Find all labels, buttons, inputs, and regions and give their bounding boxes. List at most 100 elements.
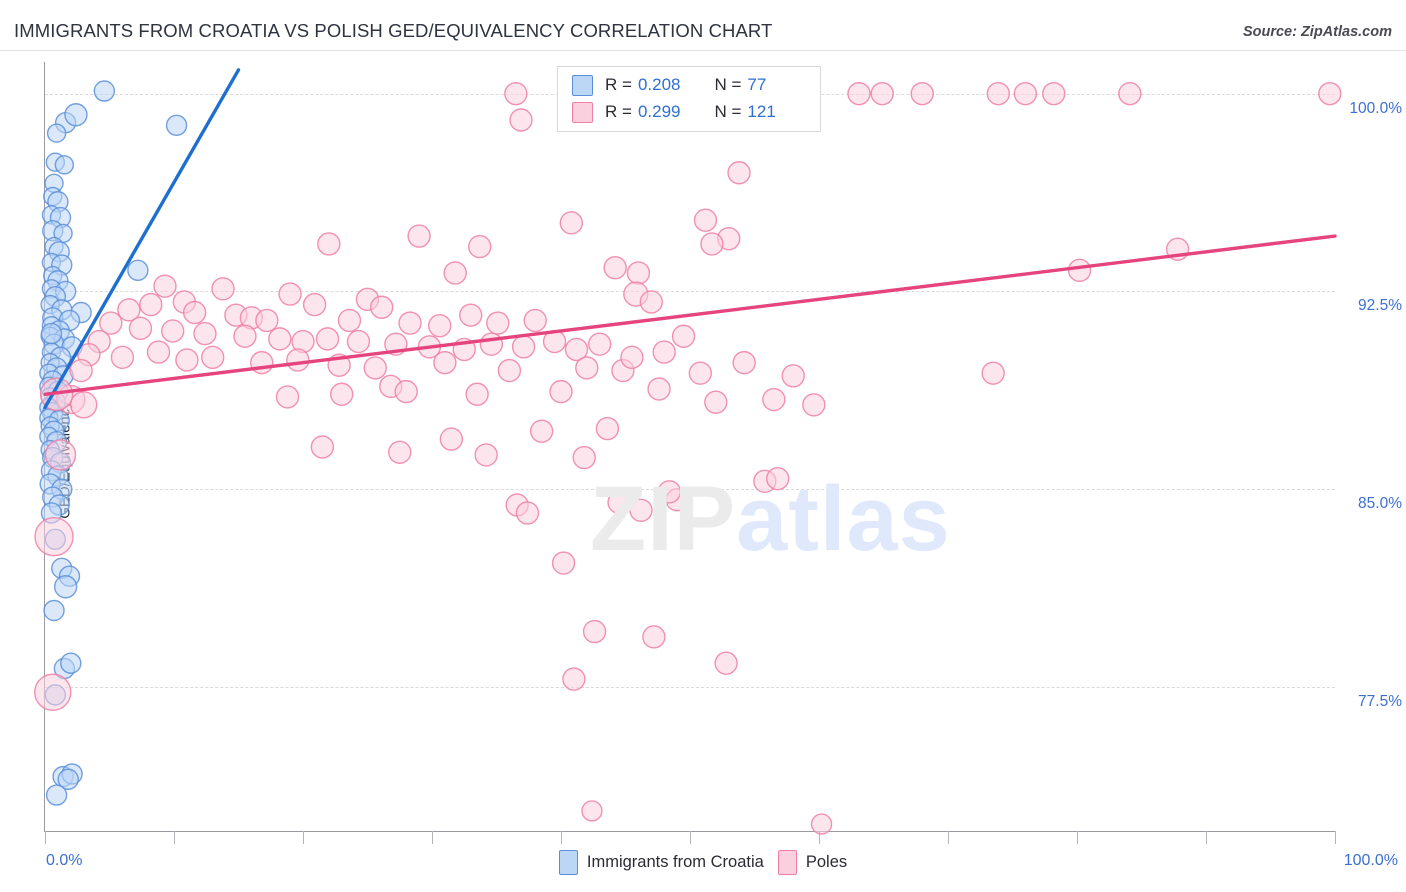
data-point (127, 259, 149, 282)
x-tick (819, 831, 820, 844)
gridline (45, 489, 1335, 491)
legend-swatch-blue (572, 74, 593, 96)
data-point (278, 282, 302, 306)
x-tick (690, 831, 691, 844)
legend-n-value-pink: 121 (747, 102, 776, 121)
data-point (870, 81, 894, 106)
data-point (575, 356, 599, 380)
data-point (595, 416, 620, 441)
data-point (43, 599, 65, 622)
data-point (581, 800, 603, 822)
data-point (910, 81, 934, 106)
data-point (165, 114, 188, 136)
series-swatch-poles (777, 850, 797, 875)
series-legend-item-poles[interactable]: Poles (777, 850, 847, 875)
data-point (193, 321, 217, 346)
data-point (369, 295, 394, 319)
x-tick (1077, 831, 1078, 844)
data-point (315, 327, 340, 351)
data-point (523, 308, 547, 333)
data-point (211, 277, 235, 301)
data-point (486, 311, 510, 335)
data-point (268, 327, 292, 351)
data-point (474, 443, 498, 467)
data-point (781, 364, 805, 388)
data-point (1318, 81, 1342, 106)
data-point (1042, 81, 1066, 106)
data-point (139, 292, 163, 317)
y-tick-label: 85.0% (1358, 495, 1402, 513)
data-point (330, 382, 354, 406)
data-point (443, 261, 467, 285)
gridline (45, 291, 1335, 293)
data-point (182, 300, 207, 325)
x-tick (948, 831, 949, 844)
data-point (603, 255, 627, 280)
data-point (562, 667, 586, 691)
y-tick-label: 92.5% (1358, 297, 1402, 315)
legend-swatch-pink (572, 101, 593, 123)
data-point (34, 516, 74, 557)
y-tick-label: 77.5% (1358, 692, 1402, 710)
data-point (564, 337, 589, 362)
data-point (34, 673, 72, 711)
series-legend: Immigrants from Croatia Poles (0, 850, 1406, 875)
x-tick (45, 831, 46, 844)
trend-line (43, 234, 1337, 396)
data-point (626, 261, 651, 285)
data-point (117, 298, 141, 322)
series-poles (34, 81, 1342, 835)
correlation-legend: R = 0.208 N = 77 R = 0.299 N = 121 (557, 66, 821, 132)
x-tick (303, 831, 304, 844)
data-point (459, 303, 483, 327)
data-point (642, 625, 666, 649)
data-point (1118, 81, 1142, 106)
page-title: IMMIGRANTS FROM CROATIA VS POLISH GED/EQ… (14, 20, 773, 41)
data-point (671, 324, 696, 348)
data-point (607, 490, 631, 515)
data-point (762, 387, 786, 412)
data-point (559, 211, 584, 235)
plot-area: ZIPatlas (34, 62, 1342, 835)
y-axis-title-wrapper: GED/Equivalency (8, 380, 73, 540)
data-point (310, 435, 335, 459)
series-label-croatia: Immigrants from Croatia (586, 853, 764, 871)
x-tick (1335, 831, 1336, 844)
data-point (433, 350, 457, 375)
data-point (337, 308, 362, 333)
x-tick (174, 831, 175, 844)
y-tick-label: 100.0% (1349, 99, 1402, 117)
data-point (45, 784, 68, 806)
data-point (572, 445, 596, 470)
legend-r-label-pink: R = (605, 102, 632, 121)
data-point (1013, 81, 1038, 106)
data-point (465, 382, 489, 406)
data-point (394, 379, 418, 404)
data-point (582, 619, 607, 644)
data-point (200, 345, 225, 370)
data-point (549, 379, 573, 404)
data-point (161, 319, 185, 343)
data-point (233, 324, 257, 348)
data-point (1067, 258, 1092, 283)
data-point (986, 81, 1011, 106)
data-point (302, 292, 327, 317)
scatter-layer (34, 68, 1342, 835)
x-tick (561, 831, 562, 844)
data-point (652, 340, 676, 364)
data-point (802, 393, 826, 417)
data-point (407, 224, 431, 248)
data-point (439, 427, 464, 451)
data-point (981, 361, 1005, 385)
data-point (57, 768, 79, 790)
legend-n-label-blue: N = (714, 75, 742, 94)
data-point (363, 356, 387, 380)
data-point (479, 332, 504, 356)
data-point (153, 274, 177, 298)
data-point (69, 358, 93, 383)
series-legend-item-croatia[interactable]: Immigrants from Croatia (558, 850, 764, 875)
data-point (255, 308, 279, 333)
data-point (629, 498, 653, 522)
source-attribution: Source: ZipAtlas.com (1242, 24, 1392, 40)
